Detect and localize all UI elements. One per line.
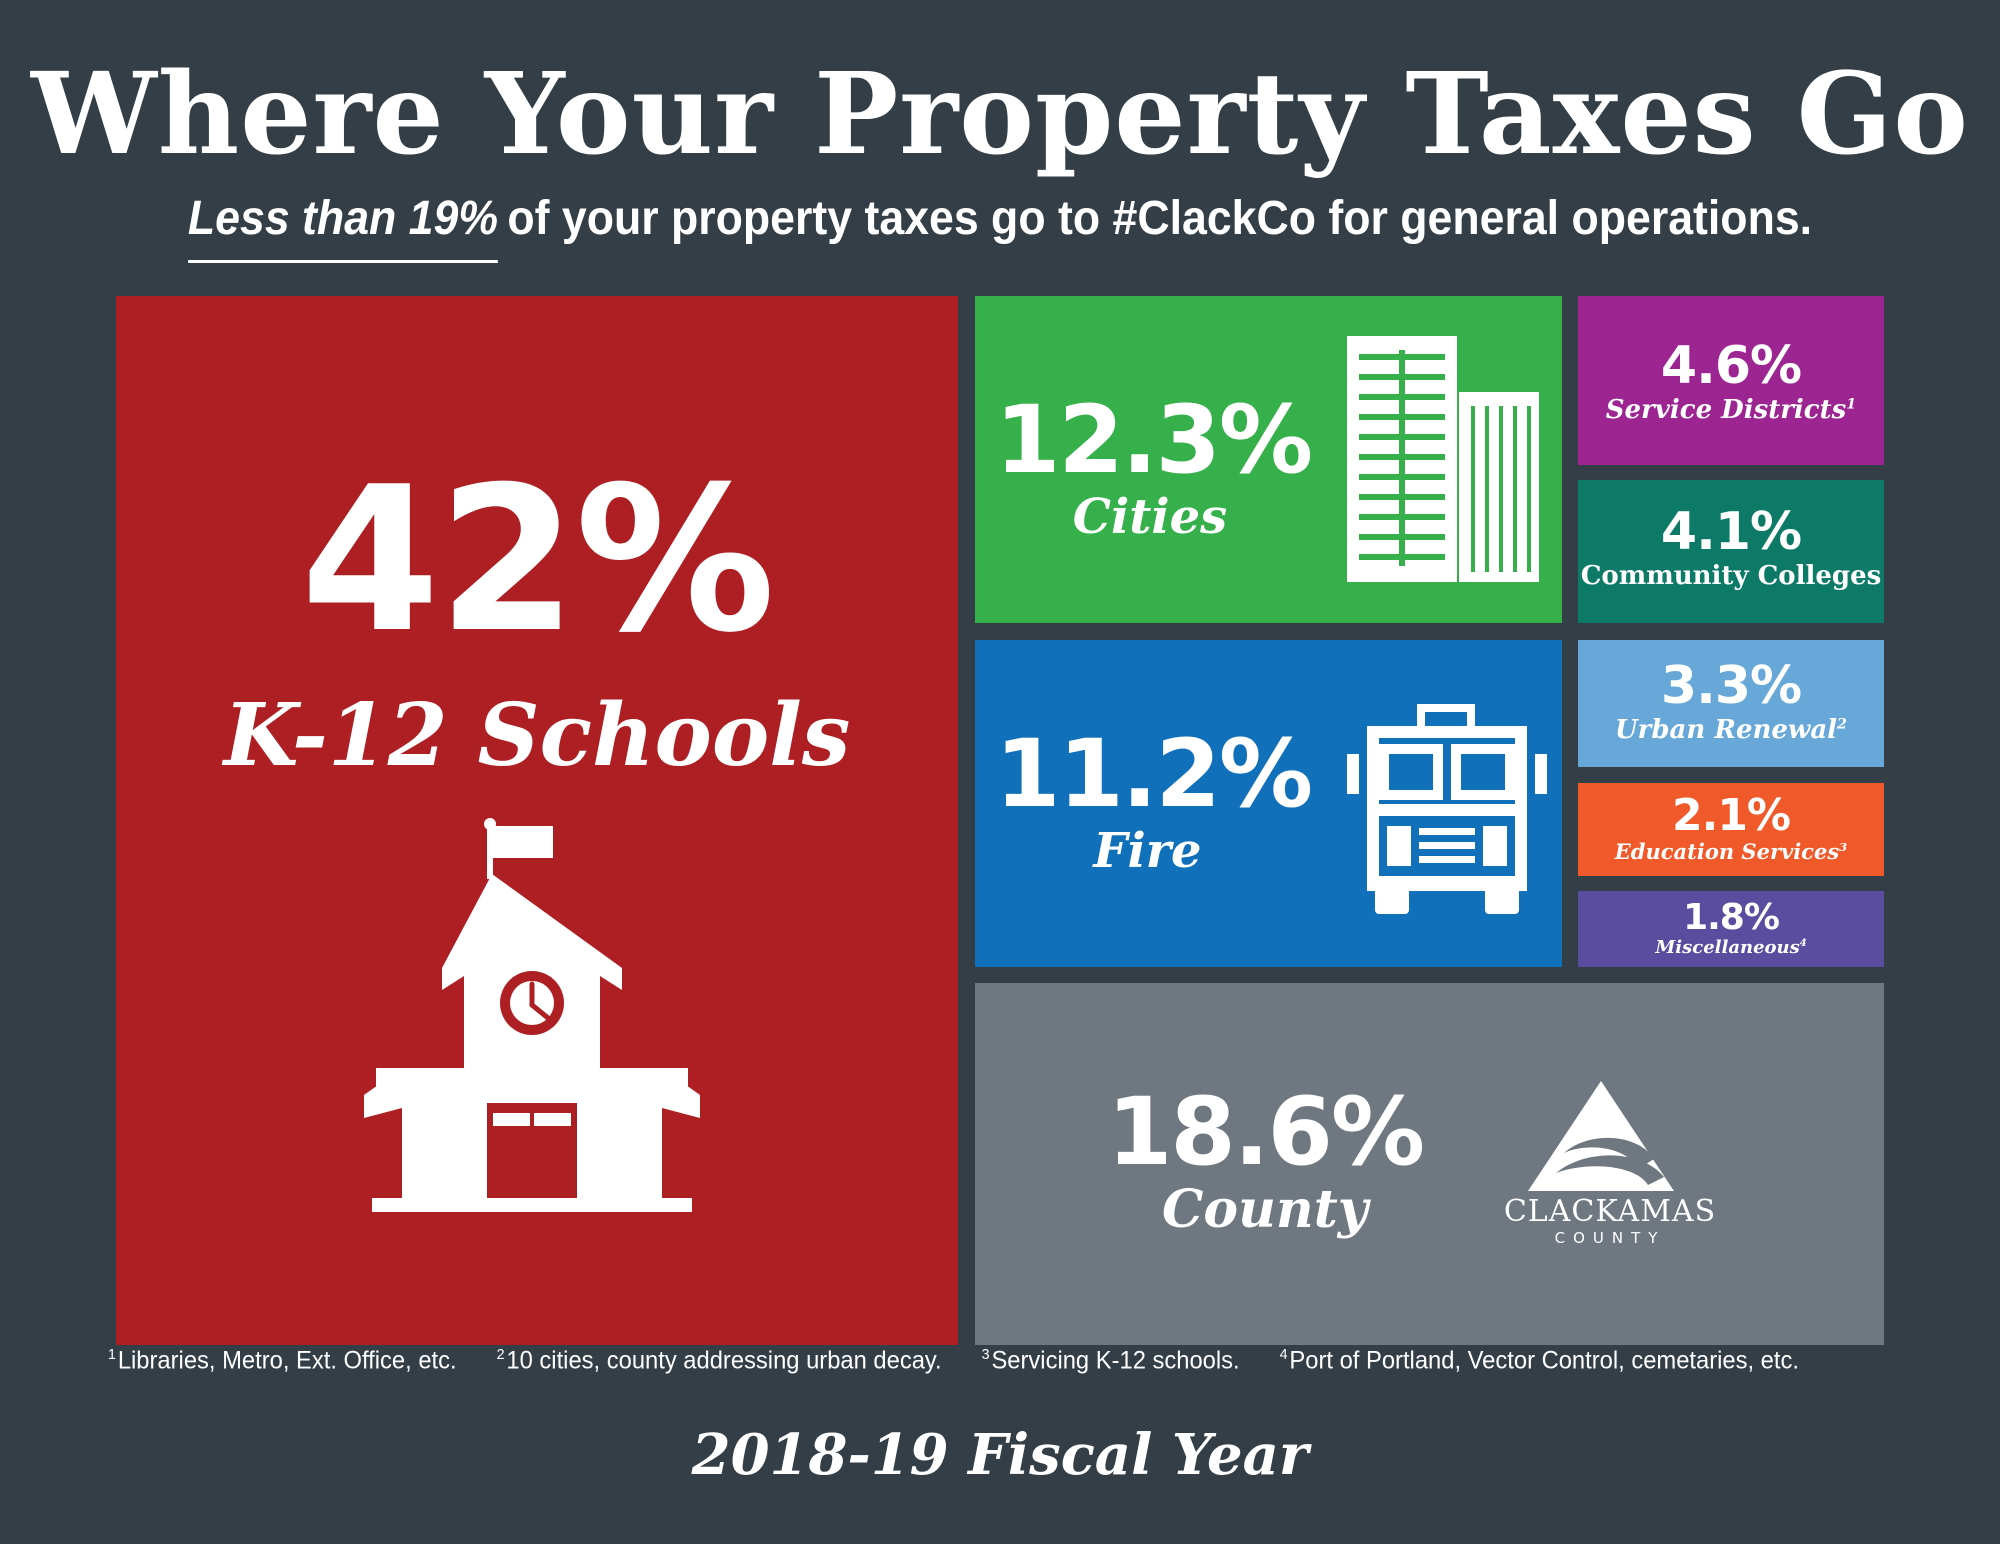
footnote-item: 4Port of Portland, Vector Control, cemet… (1279, 1346, 1799, 1375)
service-districts-percent: 4.6% (1660, 336, 1802, 396)
tile-cities: 12.3% Cities (975, 296, 1562, 623)
education-services-label: Education Services3 (1614, 839, 1848, 864)
urban-renewal-percent: 3.3% (1660, 656, 1802, 716)
subtitle-emphasis: Less than 19% (187, 188, 499, 263)
county-percent: 18.6% (1106, 1078, 1425, 1187)
buildings-icon (1347, 336, 1539, 582)
logo-line2: COUNTY (1554, 1229, 1666, 1247)
community-colleges-label: Community Colleges (1580, 561, 1882, 591)
footnotes: 1Libraries, Metro, Ext. Office, etc. 210… (108, 1346, 1799, 1375)
logo-line1: CLACKAMAS (1503, 1194, 1717, 1229)
fire-label: Fire (1093, 823, 1202, 879)
fire-percent: 11.2% (995, 720, 1313, 829)
education-services-percent: 2.1% (1671, 790, 1791, 841)
tile-community-colleges: 4.1% Community Colleges (1578, 480, 1884, 623)
k12-label: K-12 Schools (223, 685, 851, 786)
tile-county: 18.6% County CLACKAMAS COUNTY (975, 983, 1884, 1345)
cities-percent: 12.3% (995, 386, 1313, 495)
tile-miscellaneous: 1.8% Miscellaneous4 (1578, 891, 1884, 967)
miscellaneous-label: Miscellaneous4 (1655, 937, 1807, 958)
fire-truck-icon (1347, 704, 1547, 914)
clackamas-logo-icon (1528, 1081, 1674, 1191)
community-colleges-percent: 4.1% (1660, 502, 1802, 562)
tile-fire: 11.2% Fire (975, 640, 1562, 967)
service-districts-label: Service Districts1 (1605, 395, 1857, 425)
tile-service-districts: 4.6% Service Districts1 (1578, 296, 1884, 465)
footnote-item: 3Servicing K-12 schools. (981, 1346, 1240, 1375)
k12-percent: 42% (300, 444, 776, 677)
page-title: Where Your Property Taxes Go (30, 49, 1969, 180)
clackamas-county-logo: CLACKAMAS COUNTY (1480, 1081, 1740, 1251)
fiscal-year: 2018-19 Fiscal Year (691, 1422, 1309, 1488)
tile-urban-renewal: 3.3% Urban Renewal2 (1578, 640, 1884, 767)
urban-renewal-label: Urban Renewal2 (1614, 715, 1847, 745)
footnote-item: 210 cities, county addressing urban deca… (496, 1346, 942, 1375)
cities-label: Cities (1072, 489, 1228, 545)
subtitle: Less than 19% of your property taxes go t… (70, 188, 1930, 263)
subtitle-text: of your property taxes go to #ClackCo fo… (507, 192, 1813, 245)
tile-education-services: 2.1% Education Services3 (1578, 783, 1884, 876)
tile-k12-schools: 42% K-12 Schools (116, 296, 958, 1345)
county-label: County (1162, 1179, 1368, 1240)
schoolhouse-icon (364, 818, 700, 1212)
footnote-item: 1Libraries, Metro, Ext. Office, etc. (108, 1346, 457, 1375)
miscellaneous-percent: 1.8% (1683, 897, 1780, 938)
